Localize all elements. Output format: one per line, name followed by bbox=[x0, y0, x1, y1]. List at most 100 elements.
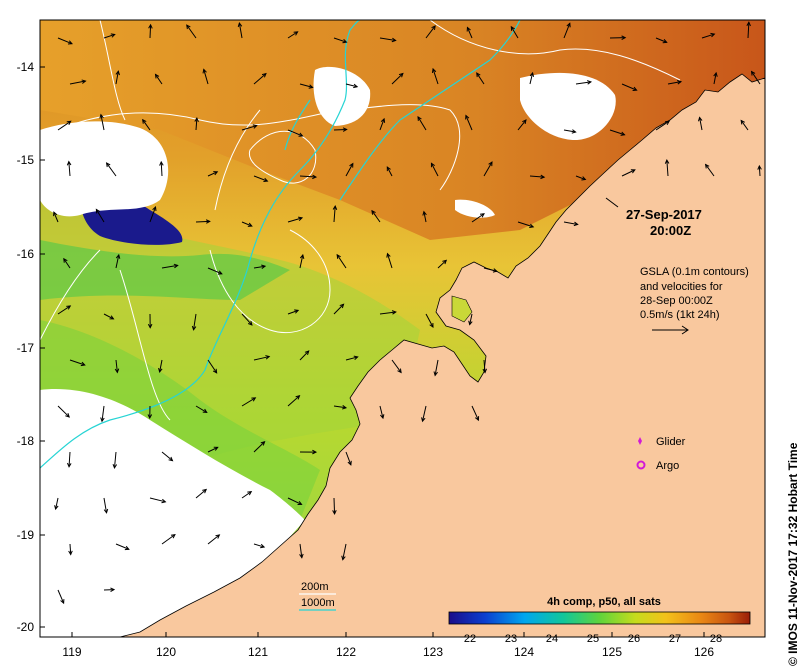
velocity-arrowhead bbox=[213, 446, 219, 451]
velocity-arrow bbox=[161, 264, 178, 269]
velocity-arrowhead bbox=[261, 264, 267, 269]
colorbar: 4h comp, p50, all sats 22 23 24 25 26 27… bbox=[448, 596, 751, 645]
velocity-arrowhead bbox=[332, 510, 337, 515]
velocity-arrowhead bbox=[332, 204, 338, 210]
y-tick: -14 bbox=[17, 60, 45, 74]
x-tick-label: 123 bbox=[423, 645, 443, 659]
velocity-arrow bbox=[161, 451, 173, 462]
cool-water-band-2 bbox=[40, 240, 290, 300]
colorbar-tick: 24 bbox=[546, 633, 558, 645]
velocity-arrow bbox=[287, 129, 303, 137]
velocity-arrowhead bbox=[540, 174, 546, 180]
velocity-arrowhead bbox=[67, 40, 73, 45]
velocity-arrowhead bbox=[621, 35, 627, 40]
land-mass bbox=[119, 73, 765, 637]
velocity-arrow bbox=[241, 397, 256, 407]
velocity-arrowhead bbox=[66, 462, 72, 468]
reference-arrow-icon bbox=[652, 325, 689, 335]
velocity-arrowhead bbox=[386, 166, 391, 172]
velocity-arrow bbox=[529, 72, 534, 85]
velocity-arrow bbox=[103, 497, 108, 513]
velocity-arrowhead bbox=[261, 72, 267, 78]
velocity-arrow bbox=[57, 589, 65, 604]
velocity-arrowhead bbox=[298, 132, 304, 137]
y-tick: -16 bbox=[17, 247, 45, 261]
velocity-arrowhead bbox=[379, 414, 385, 420]
gsla-contours bbox=[40, 20, 681, 421]
velocity-arrow bbox=[471, 213, 485, 223]
timestamp-pointer bbox=[605, 197, 619, 208]
cloud-mask bbox=[40, 389, 305, 637]
velocity-arrow bbox=[241, 125, 257, 131]
velocity-arrow bbox=[666, 160, 669, 177]
velocity-arrowhead bbox=[110, 587, 116, 592]
velocity-arrowhead bbox=[173, 263, 179, 269]
velocity-arrowhead bbox=[353, 355, 359, 360]
depth-1000m-label: 1000m bbox=[301, 597, 335, 609]
y-tick-label: -19 bbox=[17, 528, 35, 542]
velocity-arrow bbox=[287, 31, 298, 39]
velocity-arrow bbox=[371, 210, 381, 223]
velocity-arrow bbox=[333, 128, 347, 131]
velocity-arrowhead bbox=[53, 211, 58, 217]
glider-label: Glider bbox=[656, 436, 686, 448]
velocity-arrow bbox=[287, 309, 299, 315]
x-tick-label: 122 bbox=[336, 645, 356, 659]
colorbar-tick: 22 bbox=[464, 633, 476, 645]
velocity-arrowhead bbox=[99, 113, 104, 119]
velocity-arrowhead bbox=[529, 71, 535, 77]
velocity-arrowhead bbox=[391, 310, 397, 315]
velocity-arrow bbox=[186, 24, 197, 39]
velocity-arrowhead bbox=[465, 114, 470, 120]
velocity-arrowhead bbox=[740, 119, 745, 125]
velocity-arrow bbox=[655, 37, 667, 43]
velocity-arrowhead bbox=[422, 210, 427, 216]
velocity-arrowhead bbox=[433, 371, 438, 377]
velocity-arrow bbox=[69, 359, 85, 366]
velocity-arrow bbox=[342, 543, 347, 560]
velocity-arrow bbox=[476, 72, 485, 85]
velocity-arrowhead bbox=[186, 24, 191, 30]
velocity-arrow bbox=[466, 27, 473, 39]
velocity-arrowhead bbox=[215, 534, 221, 539]
velocity-arrow bbox=[333, 37, 347, 43]
y-tick: -19 bbox=[17, 528, 45, 542]
depth-legend: 200m 1000m bbox=[299, 581, 336, 611]
velocity-arrowhead bbox=[665, 120, 671, 125]
velocity-arrow bbox=[159, 359, 163, 373]
velocity-arrowhead bbox=[750, 70, 756, 76]
velocity-arrowhead bbox=[312, 174, 318, 180]
velocity-arrowhead bbox=[429, 323, 434, 329]
imos-credit: © IMOS 11-Nov-2017 17:32 Hobart Time bbox=[786, 442, 800, 666]
velocity-arrow bbox=[195, 220, 210, 223]
velocity-arrow bbox=[57, 37, 73, 45]
velocity-arrow bbox=[345, 83, 358, 88]
velocity-arrowhead bbox=[194, 116, 199, 122]
velocity-arrowhead bbox=[103, 508, 109, 514]
glider-icon bbox=[638, 437, 642, 445]
velocity-arrowhead bbox=[252, 124, 258, 129]
velocity-arrowhead bbox=[342, 405, 348, 410]
velocity-arrowhead bbox=[677, 80, 683, 85]
velocity-arrow bbox=[203, 69, 209, 85]
velocity-arrowhead bbox=[247, 491, 253, 496]
velocity-arrow bbox=[299, 175, 316, 178]
velocity-arrow bbox=[483, 161, 493, 177]
velocity-arrow bbox=[55, 497, 59, 510]
velocity-arrow bbox=[253, 265, 266, 269]
velocity-arrowhead bbox=[66, 305, 72, 310]
gsla-note-line4: 0.5m/s (1kt 24h) bbox=[640, 309, 719, 321]
velocity-arrow bbox=[101, 405, 105, 422]
velocity-arrowhead bbox=[312, 449, 318, 455]
velocity-arrowhead bbox=[202, 68, 207, 74]
colorbar-tick: 26 bbox=[628, 633, 640, 645]
velocity-arrowhead bbox=[466, 26, 471, 32]
velocity-arrowhead bbox=[341, 555, 346, 561]
velocity-arrowhead bbox=[353, 83, 359, 89]
velocity-arrowhead bbox=[148, 23, 153, 29]
velocity-arrow bbox=[655, 120, 670, 131]
x-tick: 119 bbox=[62, 632, 82, 659]
velocity-arrow bbox=[57, 305, 71, 315]
y-tick-label: -15 bbox=[17, 153, 35, 167]
